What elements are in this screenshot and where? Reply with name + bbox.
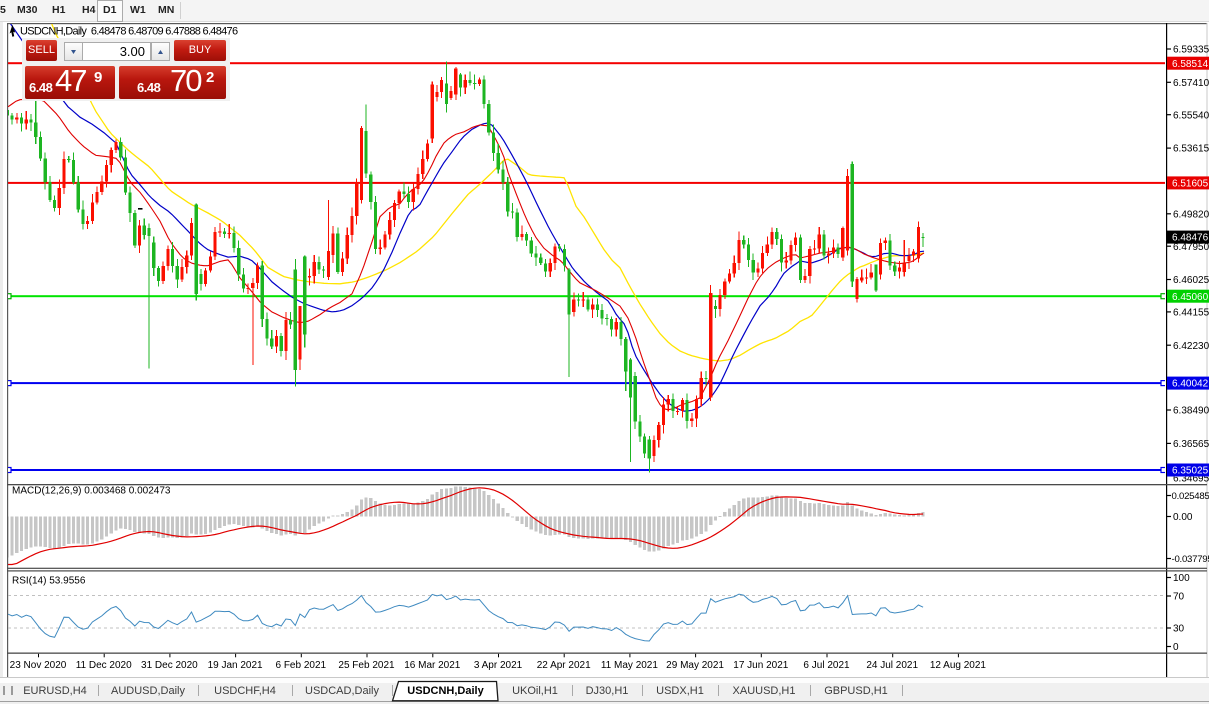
svg-text:29 May 2021: 29 May 2021: [666, 660, 724, 671]
svg-text:11 May 2021: 11 May 2021: [601, 660, 659, 671]
svg-text:6.59335: 6.59335: [1173, 45, 1209, 56]
svg-text:6.47950: 6.47950: [1173, 242, 1209, 253]
svg-text:0: 0: [1173, 642, 1179, 653]
svg-text:24 Jul 2021: 24 Jul 2021: [866, 660, 918, 671]
svg-text:6.49820: 6.49820: [1173, 209, 1209, 220]
svg-text:30: 30: [1173, 624, 1185, 635]
svg-text:70: 70: [1173, 592, 1185, 603]
svg-text:MACD(12,26,9) 0.003468 0.00247: MACD(12,26,9) 0.003468 0.002473: [12, 486, 171, 497]
svg-text:6 Feb 2021: 6 Feb 2021: [275, 660, 326, 671]
svg-text:6.48476: 6.48476: [1172, 233, 1209, 244]
svg-text:0.00: 0.00: [1173, 512, 1193, 523]
svg-text:19 Jan 2021: 19 Jan 2021: [208, 660, 263, 671]
svg-text:6 Jul 2021: 6 Jul 2021: [803, 660, 850, 671]
svg-text:23 Nov 2020: 23 Nov 2020: [10, 660, 67, 671]
svg-text:0.025485: 0.025485: [1172, 491, 1209, 502]
svg-text:25 Feb 2021: 25 Feb 2021: [338, 660, 395, 671]
svg-text:6.53615: 6.53615: [1173, 144, 1209, 155]
svg-text:3 Apr 2021: 3 Apr 2021: [474, 660, 523, 671]
svg-text:USDCNH,Daily 6.48478 6.48709: USDCNH,Daily 6.48478 6.48709 6.47888 6.4…: [20, 26, 238, 38]
svg-text:6.44155: 6.44155: [1173, 308, 1209, 319]
svg-text:6.58514: 6.58514: [1172, 59, 1209, 70]
svg-text:6.46025: 6.46025: [1173, 275, 1209, 286]
svg-text:31 Dec 2020: 31 Dec 2020: [141, 660, 198, 671]
svg-text:12 Aug 2021: 12 Aug 2021: [930, 660, 987, 671]
svg-text:11 Dec 2020: 11 Dec 2020: [76, 660, 132, 671]
svg-text:6.40042: 6.40042: [1172, 379, 1209, 390]
svg-text:16 Mar 2021: 16 Mar 2021: [404, 660, 461, 671]
svg-text:100: 100: [1173, 573, 1190, 584]
svg-text:6.45060: 6.45060: [1172, 292, 1209, 303]
svg-text:6.57410: 6.57410: [1173, 78, 1209, 89]
svg-text:6.42230: 6.42230: [1173, 341, 1209, 352]
svg-text:6.55540: 6.55540: [1173, 110, 1209, 121]
svg-text:-0.037795: -0.037795: [1172, 554, 1209, 565]
svg-text:6.51605: 6.51605: [1172, 179, 1209, 190]
svg-text:6.36565: 6.36565: [1173, 439, 1209, 450]
svg-text:6.34695: 6.34695: [1173, 474, 1209, 485]
svg-text:22 Apr 2021: 22 Apr 2021: [537, 660, 591, 671]
svg-text:6.38490: 6.38490: [1173, 406, 1209, 417]
svg-text:6.35025: 6.35025: [1172, 466, 1209, 477]
svg-text:RSI(14) 53.9556: RSI(14) 53.9556: [12, 576, 86, 587]
svg-text:17 Jun 2021: 17 Jun 2021: [733, 660, 788, 671]
